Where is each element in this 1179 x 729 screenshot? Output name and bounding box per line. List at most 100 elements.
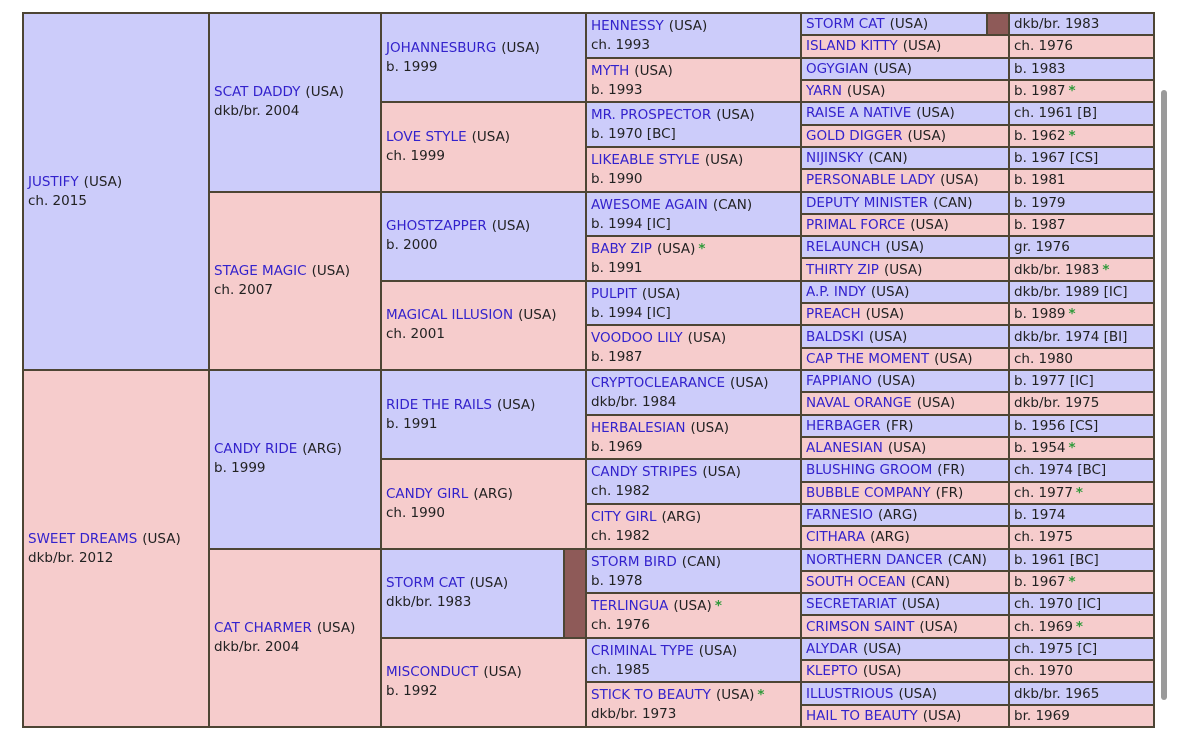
horse-name[interactable]: TERLINGUA [591, 598, 669, 615]
info: br. 1969 [1014, 707, 1070, 724]
info: ch. 1976 [1014, 38, 1073, 55]
info-line: b. 1990 [591, 170, 796, 189]
name-line: GHOSTZAPPER (USA) [386, 217, 581, 236]
horse-name[interactable]: RELAUNCH [806, 239, 881, 256]
date-cell: dkb/br. 1965 [1008, 681, 1155, 706]
info-line: b. 1977 [IC] [1014, 372, 1094, 390]
horse-name[interactable]: RAISE A NATIVE [806, 105, 912, 122]
horse-name[interactable]: LIKEABLE STYLE [591, 151, 700, 168]
origin: (USA) [862, 640, 902, 657]
horse-name[interactable]: CRYPTOCLEARANCE [591, 375, 726, 391]
horse-name[interactable]: ISLAND KITTY [806, 38, 898, 55]
horse-name[interactable]: STORM CAT [386, 575, 465, 592]
horse-name[interactable]: PREACH [806, 306, 861, 323]
info-line: b. 1991 [591, 259, 796, 278]
horse-cell: STORM CAT (USA) dkb/br. 1983 [380, 547, 587, 639]
horse-name[interactable]: HENNESSY [591, 18, 664, 34]
horse-name[interactable]: OGYGIAN [806, 60, 869, 77]
horse-cell: CRIMINAL TYPE (USA) ch. 1985 [585, 636, 802, 684]
horse-name[interactable]: JUSTIFY [28, 173, 79, 190]
horse-name[interactable]: A.P. INDY [806, 283, 866, 300]
horse-name[interactable]: CITHARA [806, 529, 866, 546]
name-line: PULPIT (USA) [591, 285, 796, 304]
name-line: MAGICAL ILLUSION (USA) [386, 306, 581, 325]
horse-name[interactable]: CITY GIRL [591, 508, 657, 525]
horse-name[interactable]: SWEET DREAMS [28, 530, 138, 547]
horse-name[interactable]: AWESOME AGAIN [591, 196, 708, 213]
horse-name[interactable]: BLUSHING GROOM [806, 462, 933, 479]
horse-name[interactable]: NORTHERN DANCER [806, 551, 943, 568]
info-line: b. 1956 [CS] [1014, 417, 1098, 435]
horse-name[interactable]: STICK TO BEAUTY [591, 687, 711, 704]
horse-name[interactable]: FARNESIO [806, 507, 873, 524]
horse-name[interactable]: PERSONABLE LADY [806, 172, 936, 189]
horse-name[interactable]: BABY ZIP [591, 241, 652, 258]
origin: (USA) [919, 618, 958, 635]
origin: (USA) [902, 38, 942, 55]
info: ch. 1990 [386, 504, 445, 521]
info-line: b. 1983 [1014, 60, 1066, 78]
horse-name[interactable]: SCAT DADDY [214, 84, 301, 101]
horse-name[interactable]: CRIMSON SAINT [806, 618, 915, 635]
horse-name[interactable]: STAGE MAGIC [214, 262, 307, 279]
horse-name[interactable]: MISCONDUCT [386, 664, 479, 681]
origin: (USA) [142, 530, 181, 547]
horse-name[interactable]: NIJINSKY [806, 150, 864, 167]
horse-name[interactable]: CANDY STRIPES [591, 464, 698, 481]
name-line: CAP THE MOMENT (USA) [806, 350, 973, 368]
horse-name[interactable]: GHOSTZAPPER [386, 218, 487, 235]
info-line: b. 1970 [BC] [591, 125, 796, 144]
horse-name[interactable]: KLEPTO [806, 663, 858, 680]
horse-name[interactable]: CAP THE MOMENT [806, 350, 930, 367]
horse-name[interactable]: RIDE THE RAILS [386, 396, 492, 413]
horse-name[interactable]: CAT CHARMER [214, 619, 312, 636]
horse-name[interactable]: ALANESIAN [806, 440, 883, 457]
name-line: KLEPTO (USA) [806, 662, 901, 680]
horse-name[interactable]: MAGICAL ILLUSION [386, 307, 514, 324]
horse-name[interactable]: CANDY RIDE [214, 441, 298, 458]
name-line: THIRTY ZIP (USA) [806, 261, 922, 279]
horse-name[interactable]: JOHANNESBURG [386, 39, 497, 56]
horse-name[interactable]: YARN [806, 83, 842, 100]
horse-name[interactable]: FAPPIANO [806, 373, 872, 390]
origin: (CAN) [910, 573, 950, 590]
horse-name[interactable]: GOLD DIGGER [806, 127, 903, 144]
name-line: NORTHERN DANCER (CAN) [806, 551, 987, 569]
horse-cell: RIDE THE RAILS (USA) b. 1991 [380, 369, 587, 461]
info: ch. 1969 [1014, 618, 1073, 635]
horse-name[interactable]: THIRTY ZIP [806, 261, 879, 278]
origin: (USA) [887, 440, 927, 457]
horse-name[interactable]: DEPUTY MINISTER [806, 194, 929, 211]
horse-name[interactable]: SECRETARIAT [806, 596, 897, 613]
scrollbar[interactable] [1161, 90, 1167, 700]
horse-name[interactable]: STORM BIRD [591, 553, 677, 570]
horse-name[interactable]: STORM CAT [806, 16, 885, 33]
horse-name[interactable]: CRIMINAL TYPE [591, 642, 694, 659]
horse-name[interactable]: HERBAGER [806, 417, 881, 434]
horse-name[interactable]: MYTH [591, 62, 630, 79]
horse-cell: STICK TO BEAUTY (USA) * dkb/br. 1973 [585, 681, 802, 728]
horse-name[interactable]: HAIL TO BEAUTY [806, 707, 918, 724]
origin: (USA) [730, 375, 769, 391]
info-line: b. 1993 [591, 81, 796, 100]
horse-name[interactable]: BALDSKI [806, 328, 864, 345]
info: b. 1987 [1014, 83, 1066, 100]
horse-name[interactable]: ALYDAR [806, 640, 858, 657]
horse-name[interactable]: LOVE STYLE [386, 128, 467, 145]
horse-cell: SECRETARIAT (USA) [800, 592, 1010, 617]
origin: (USA) [889, 16, 929, 33]
horse-cell: NORTHERN DANCER (CAN) [800, 547, 1010, 572]
horse-name[interactable]: NAVAL ORANGE [806, 395, 912, 412]
horse-name[interactable]: VOODOO LILY [591, 330, 683, 347]
horse-name[interactable]: SOUTH OCEAN [806, 573, 906, 590]
horse-name[interactable]: PULPIT [591, 285, 637, 302]
horse-name[interactable]: ILLUSTRIOUS [806, 685, 894, 702]
date-cell: b. 1983 [1008, 56, 1155, 81]
horse-name[interactable]: BUBBLE COMPANY [806, 484, 931, 501]
name-line: BALDSKI (USA) [806, 328, 907, 346]
horse-name[interactable]: PRIMAL FORCE [806, 216, 906, 233]
horse-name[interactable]: CANDY GIRL [386, 485, 469, 502]
origin: (USA) [673, 598, 712, 615]
horse-name[interactable]: HERBALESIAN [591, 419, 686, 436]
horse-name[interactable]: MR. PROSPECTOR [591, 107, 712, 124]
